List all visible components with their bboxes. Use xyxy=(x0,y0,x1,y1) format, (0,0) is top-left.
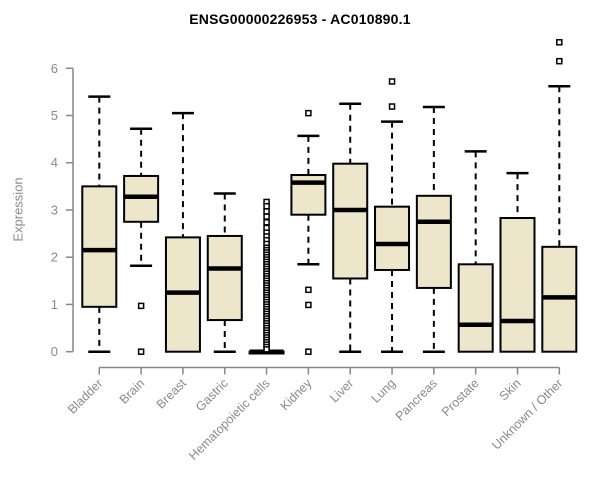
iqr-box xyxy=(332,162,369,280)
outlier-point xyxy=(263,346,270,353)
outlier-point xyxy=(556,39,563,46)
x-tick-label-lung: Lung xyxy=(369,376,399,406)
outlier-point xyxy=(305,301,312,309)
outlier-point xyxy=(556,57,563,65)
iqr-box xyxy=(415,194,452,289)
y-tick-label: 6 xyxy=(51,61,58,76)
box-hematopoietic-cells xyxy=(248,198,285,355)
box-liver xyxy=(332,102,369,353)
box-unknown-other xyxy=(541,39,578,353)
x-tick-label-bladder: Bladder xyxy=(65,376,105,416)
iqr-box xyxy=(81,185,118,308)
x-tick-label-unknown-other: Unknown / Other xyxy=(489,376,565,452)
x-tick-label-gastric: Gastric xyxy=(193,376,231,414)
y-tick-label: 0 xyxy=(51,344,58,359)
box-skin xyxy=(499,171,536,353)
outlier-point xyxy=(263,213,270,220)
outlier-point xyxy=(263,219,270,226)
x-tick-label-skin: Skin xyxy=(497,376,524,403)
x-tick-label-kidney: Kidney xyxy=(278,376,315,413)
chart-title: ENSG00000226953 - AC010890.1 xyxy=(189,11,411,27)
outlier-point xyxy=(388,103,396,110)
box-kidney xyxy=(290,109,327,355)
box-lung xyxy=(374,78,411,353)
box-prostate xyxy=(457,150,494,353)
y-tick-label: 5 xyxy=(51,108,58,123)
outlier-point xyxy=(263,208,270,215)
x-tick-label-breast: Breast xyxy=(154,376,190,412)
outlier-point xyxy=(388,78,396,85)
outlier-point xyxy=(305,348,312,355)
x-tick-label-prostate: Prostate xyxy=(439,376,482,419)
outlier-point xyxy=(263,202,270,210)
box-gastric xyxy=(206,192,243,353)
x-tick-label-brain: Brain xyxy=(117,376,148,407)
iqr-box xyxy=(457,263,494,353)
box-pancreas xyxy=(415,105,452,353)
iqr-box xyxy=(374,205,411,271)
outlier-point xyxy=(305,109,312,117)
x-tick-label-pancreas: Pancreas xyxy=(393,376,440,423)
y-axis: 0 1 2 3 4 5 6 xyxy=(51,61,74,359)
y-tick-label: 1 xyxy=(51,297,58,312)
y-tick-label: 2 xyxy=(51,250,58,265)
box-breast xyxy=(164,111,201,353)
outlier-point xyxy=(137,348,145,355)
iqr-box xyxy=(499,217,536,353)
outlier-point xyxy=(137,302,145,310)
x-tick-label-hematopoietic-cells: Hematopoietic cells xyxy=(186,376,273,463)
box-bladder xyxy=(81,95,118,353)
y-tick-label: 4 xyxy=(51,155,58,170)
x-tick-label-liver: Liver xyxy=(327,376,356,405)
iqr-box xyxy=(206,234,243,322)
outlier-point xyxy=(305,286,312,294)
y-tick-label: 3 xyxy=(51,202,58,217)
box-brain xyxy=(123,127,160,355)
